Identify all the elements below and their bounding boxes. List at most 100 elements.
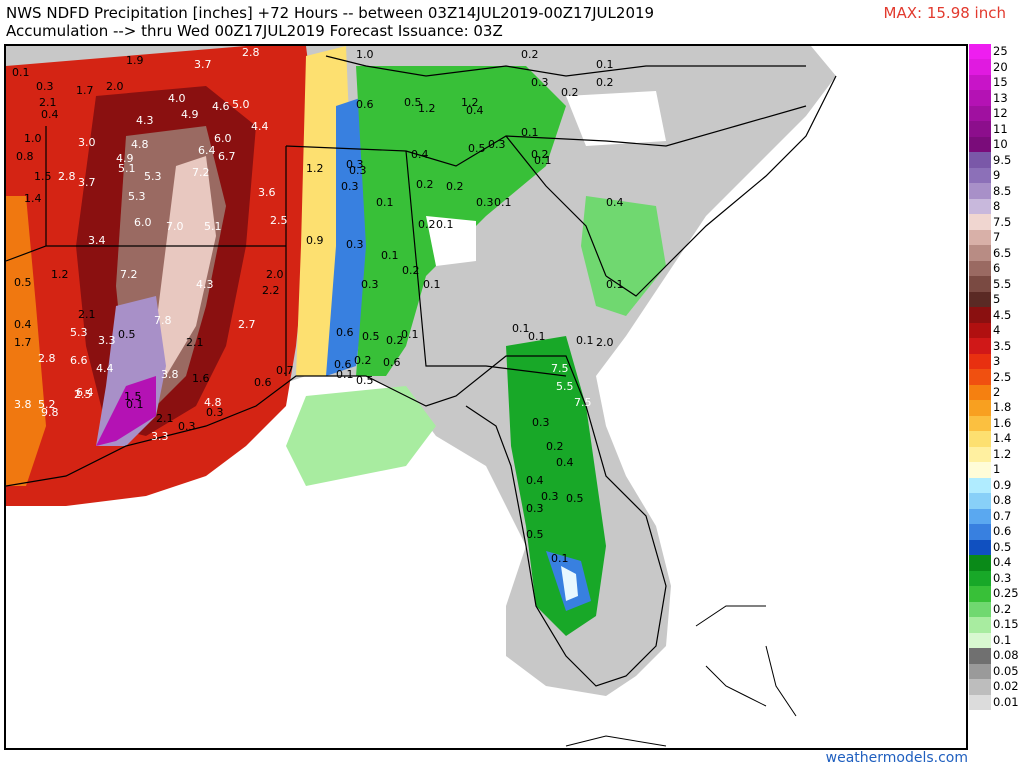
map-value-label: 0.5 [14,276,32,289]
legend-label: 0.9 [993,477,1012,492]
legend-swatch [969,446,991,463]
rain-band-magenta [96,376,156,446]
map-value-label: 0.4 [466,104,484,117]
legend-swatch [969,400,991,417]
map-canvas: 0.11.9 3.72.8 1.0 0.20.10.3 2.01.72.10.40.5 1… [6,46,837,747]
map-value-label: 1.4 [24,192,42,205]
legend-swatch [969,214,991,231]
map-value-label: 3.3 [151,430,169,443]
precipitation-map[interactable]: 0.1 1.9 3.7 2.8 1.0 0.2 0.1 0.3 2.0 1.7 2.1 0.4 0.5 1… [4,44,968,750]
map-value-label: 0.6 [334,358,352,371]
map-value-label: 1.7 [14,336,32,349]
map-value-label: 6.0 [134,216,152,229]
legend-swatch [969,105,991,122]
legend-swatch [969,307,991,324]
legend-swatch [969,648,991,665]
legend-label: 4.5 [993,307,1012,322]
map-value-label: 0.1 [336,368,354,381]
legend-swatch [969,183,991,200]
dry-area-2 [566,91,666,146]
map-value-label: 0.7 [276,364,294,377]
map-value-label: 0.3 [488,138,506,151]
map-value-label: 1.6 [192,372,210,385]
map-value-label: 4.4 [251,120,269,133]
map-value-label: 4.9 [181,108,199,121]
site-credit[interactable]: weathermodels.com [825,750,968,766]
legend-label: 6.5 [993,245,1012,260]
legend-swatch [969,90,991,107]
legend-swatch [969,121,991,138]
map-value-label: 0.1 [521,126,539,139]
legend-label: 0.1 [993,632,1012,647]
map-value-label: 0.4 [411,148,429,161]
map-value-label: 0.2 [596,76,614,89]
legend-swatch [969,477,991,494]
legend-swatch [969,322,991,339]
legend-swatch [969,152,991,169]
legend-swatch [969,229,991,246]
map-value-label: 5.3 [70,326,88,339]
map-value-label: 0.1 [401,328,419,341]
map-value-label: 0.1 [512,322,530,335]
map-value-label: 0.1 [528,330,546,343]
map-value-label: 1.9 [126,54,144,67]
legend-swatch [969,136,991,153]
legend-swatch [969,74,991,91]
legend-swatch [969,167,991,184]
max-value-label: MAX: 15.98 inch [883,4,1006,22]
map-value-label: 6.4 [198,144,216,157]
map-value-label: 0.2 [354,354,372,367]
legend-label: 7 [993,230,1001,245]
legend-label: 11 [993,121,1008,136]
legend-label: 0.6 [993,524,1012,539]
map-value-label: 3.7 [194,58,212,71]
map-value-label: 4.6 [212,100,230,113]
map-value-label: 2.8 [38,352,56,365]
map-value-label: 7.0 [166,220,184,233]
legend-label: 0.7 [993,508,1012,523]
map-value-label: 0.1 [436,218,454,231]
map-value-label: 0.1 [126,398,144,411]
map-value-label: 0.2 [531,148,549,161]
map-value-label: 0.1 [596,58,614,71]
map-value-label: 3.0 [78,136,96,149]
map-value-label: 5.1 [204,220,222,233]
map-value-label: 5.1 [118,162,136,175]
map-value-label: 7.5 [574,396,592,409]
legend-label: 3 [993,354,1001,368]
map-value-label: 0.1 [381,249,399,262]
map-value-label: 0.3 [346,158,364,171]
map-value-label: 0.6 [383,356,401,369]
map-value-label: 0.1 [376,196,394,209]
legend-swatch [969,260,991,277]
map-value-label: 1.2 [418,102,436,115]
legend-swatch [969,384,991,401]
map-value-label: 0.2 [386,334,404,347]
legend-label: 3.5 [993,338,1012,353]
legend-swatch [969,462,991,479]
legend-swatch [969,415,991,432]
map-value-label: 0.9 [306,234,324,247]
legend-label: 20 [993,59,1008,74]
map-value-label: 4.0 [168,92,186,105]
map-value-label: 4.8 [131,138,149,151]
map-value-label: 7.2 [192,166,210,179]
map-value-label: 0.3 [531,76,549,89]
legend-label: 0.05 [993,663,1019,678]
legend-label: 5.5 [993,276,1012,291]
legend-label: 5 [993,292,1001,307]
legend-swatch [969,369,991,386]
map-value-label: 0.3 [361,278,379,291]
rain-band-orange [6,196,46,486]
legend-swatch [969,508,991,525]
map-value-label: 0.3 [206,406,224,419]
map-value-label: 4.3 [136,114,154,127]
map-value-label: 6.6 [70,354,88,367]
map-value-label: 1.2 [461,96,479,109]
map-value-label: 6.4 [76,386,94,399]
map-value-label: 0.2 [402,264,420,277]
map-value-label: 1.7 [76,84,94,97]
rain-band-blue [326,96,371,376]
map-value-label: 5.5 [556,380,574,393]
map-value-label: 0.6 [356,98,374,111]
